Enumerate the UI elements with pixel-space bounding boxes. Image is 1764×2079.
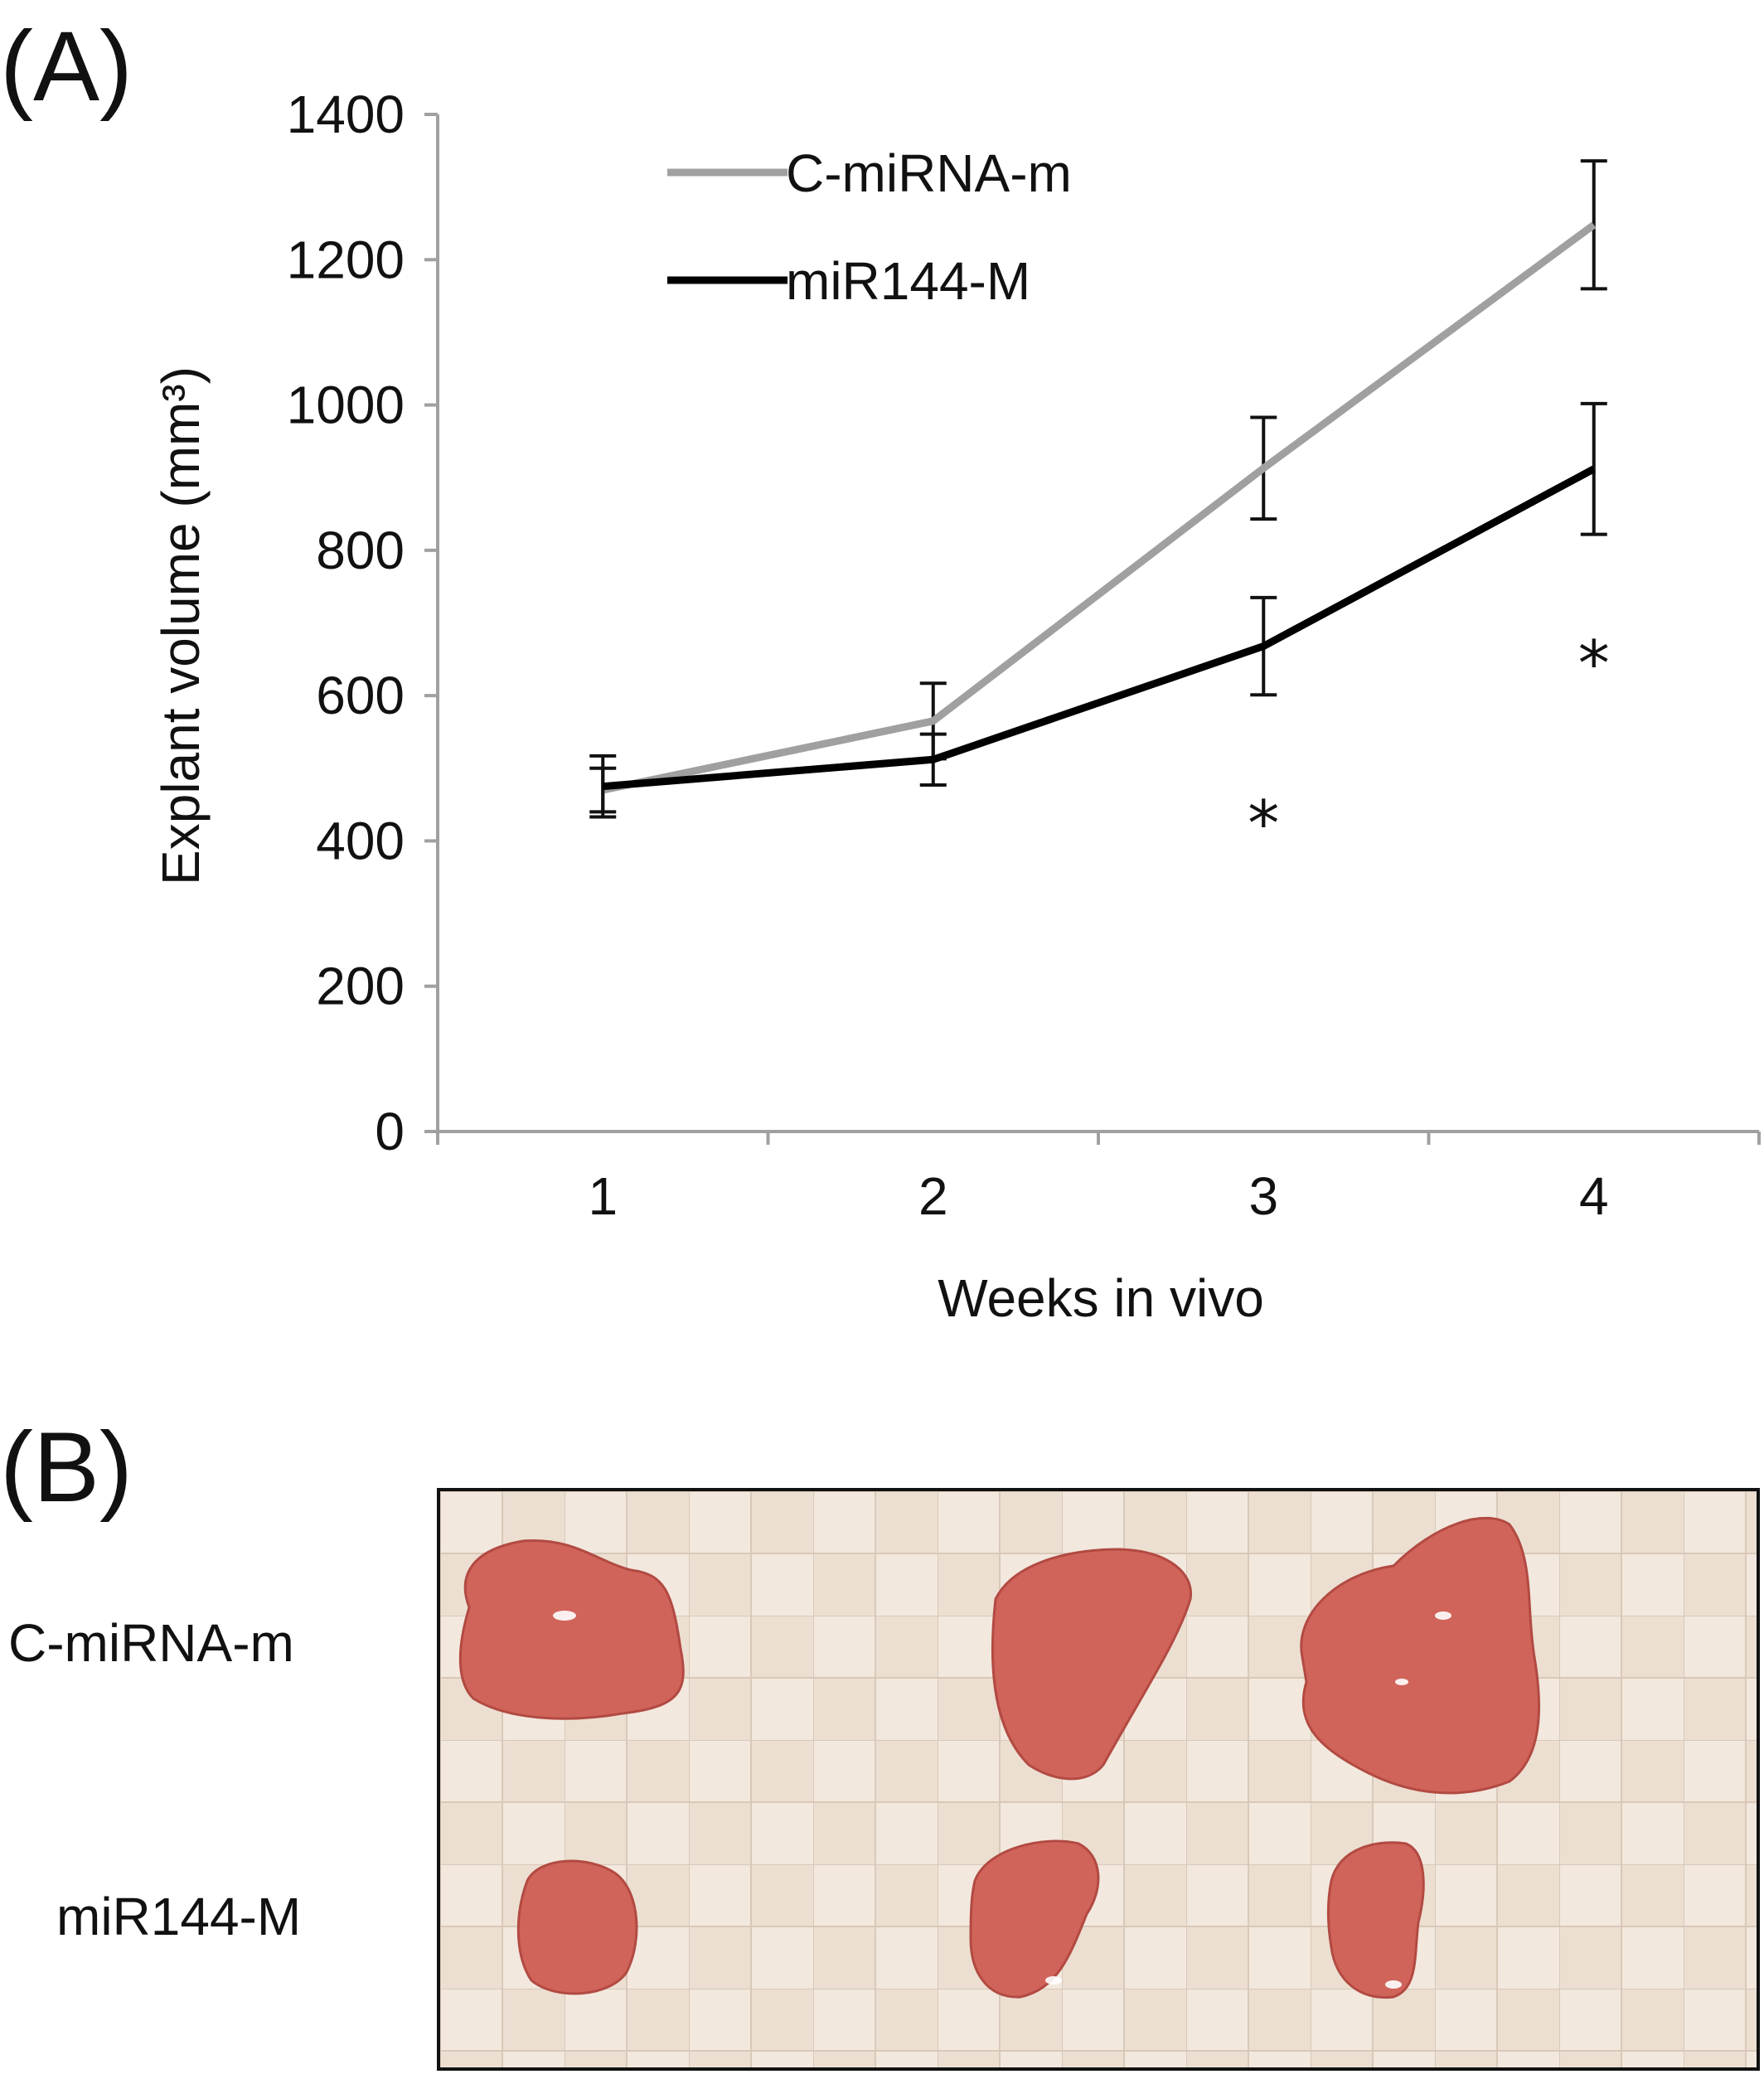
series-1: [589, 159, 1607, 814]
y-tick-label: 800: [316, 521, 405, 580]
y-tick-label: 1000: [287, 376, 405, 435]
x-tick-label: 4: [1579, 1166, 1609, 1226]
x-tick-label: 2: [918, 1166, 948, 1226]
photo-row-label-control: C-miRNA-m: [8, 1613, 294, 1673]
y-tick-label: 400: [316, 811, 405, 870]
significance-marker: *: [1578, 627, 1610, 700]
chart-annotations: **: [1248, 627, 1610, 860]
x-axis-title: Weeks in vivo: [938, 1268, 1264, 1328]
tissue-highlights: [553, 1611, 1451, 1989]
tissue-samples: [458, 1516, 1541, 1999]
y-axis-title: Explant volume (mm³): [151, 366, 211, 885]
y-tick-label: 200: [316, 957, 405, 1016]
significance-marker: *: [1248, 786, 1279, 860]
legend-label: miR144-M: [786, 251, 1030, 311]
line-chart: 0 200 400 600 800 1000 1200 1400 1 2 3 4 Explant v…: [151, 85, 1761, 1328]
y-axis-ticks: 0 200 400 600 800 1000 1200 1400: [287, 85, 438, 1161]
y-tick-label: 1400: [287, 85, 405, 144]
tissue-control-2: [991, 1548, 1193, 1781]
explant-photo: [437, 1488, 1760, 2071]
x-tick-label: 1: [588, 1166, 618, 1226]
chart-axes: [436, 114, 1759, 1133]
x-tick-label: 3: [1248, 1166, 1278, 1226]
series-line: [602, 221, 1597, 794]
tissue-mir144-2: [969, 1839, 1100, 1999]
panel-label-b: (B): [0, 1412, 133, 1523]
y-tick-label: 1200: [287, 230, 405, 289]
photo-row-label-mir144: miR144-M: [56, 1887, 302, 1946]
y-tick-label: 600: [316, 666, 405, 725]
series-line: [602, 465, 1596, 791]
legend-label: C-miRNA-m: [786, 143, 1072, 203]
series-2: [589, 401, 1607, 819]
x-axis-ticks: 1 2 3 4: [436, 1132, 1761, 1226]
tissue-control-1: [458, 1539, 685, 1720]
panel-label-a: (A): [0, 11, 133, 122]
tissue-mir144-1: [516, 1859, 638, 1995]
tissue-control-3: [1300, 1516, 1541, 1795]
y-tick-label: 0: [375, 1102, 405, 1161]
explant-photo-drawing: [440, 1491, 1757, 2067]
chart-legend: C-miRNA-m miR144-M: [667, 143, 1072, 311]
chart-series: [589, 159, 1607, 819]
tissue-mir144-3: [1326, 1841, 1425, 1999]
